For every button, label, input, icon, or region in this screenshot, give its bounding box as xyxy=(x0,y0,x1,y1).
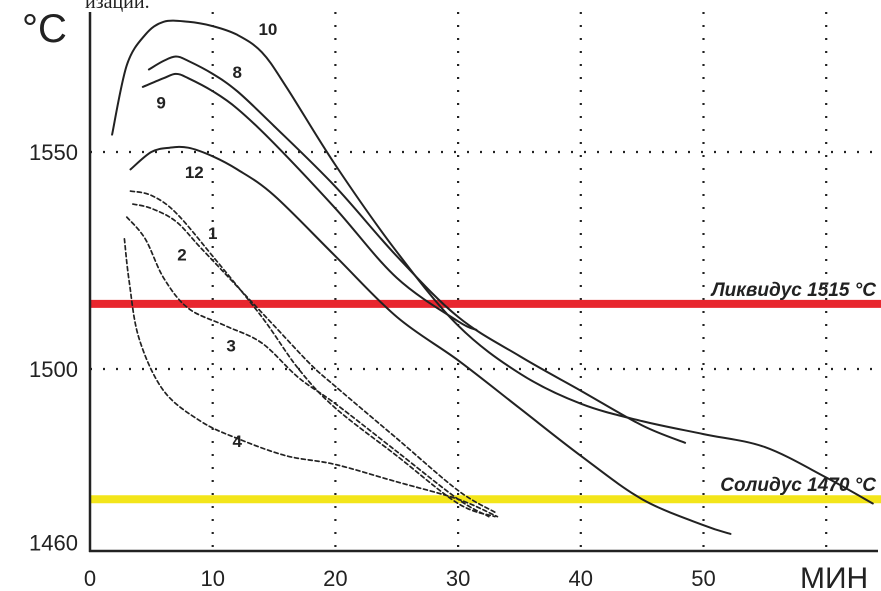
axes xyxy=(88,12,878,553)
series-3-line xyxy=(125,216,490,518)
x-tick-label-10: 10 xyxy=(200,566,224,591)
reference-label-1: Солидус 1470 °C xyxy=(720,475,876,496)
x-tick-label-30: 30 xyxy=(446,566,470,591)
series-10-line xyxy=(111,19,874,505)
tick-labels: 0 10 20 30 40 50 1460 1500 1550 xyxy=(29,140,716,591)
x-axis-unit: МИН xyxy=(800,562,868,591)
series-2-line xyxy=(129,190,496,518)
curve-label-1: 1 xyxy=(208,224,217,243)
y-tick-label-1460: 1460 xyxy=(29,531,78,556)
reference-lines: Ликвидус 1515 °C Солидус 1470 °C xyxy=(90,280,881,504)
curve-label-12: 12 xyxy=(185,163,204,182)
curve-label-10: 10 xyxy=(258,20,277,39)
x-tick-label-0: 0 xyxy=(84,566,96,591)
curve-label-3: 3 xyxy=(226,337,235,356)
x-tick-label-40: 40 xyxy=(569,566,593,591)
curve-label-9: 9 xyxy=(156,94,165,113)
series-1-line xyxy=(132,203,496,514)
y-tick-label-1550: 1550 xyxy=(29,140,78,165)
curve-label-4: 4 xyxy=(233,432,243,451)
x-tick-label-50: 50 xyxy=(691,566,715,591)
x-tick-label-20: 20 xyxy=(323,566,347,591)
series-12-line xyxy=(129,145,732,535)
data-series xyxy=(111,19,874,535)
series-9-line xyxy=(141,72,478,331)
curve-label-8: 8 xyxy=(233,63,242,82)
top-text-fragment: изации. xyxy=(85,0,150,13)
series-8-line xyxy=(147,55,687,444)
y-axis-unit: °C xyxy=(22,7,67,51)
series-4-line xyxy=(123,237,499,518)
curve-label-2: 2 xyxy=(177,246,186,265)
reference-label-0: Ликвидус 1515 °C xyxy=(710,280,877,301)
y-tick-label-1500: 1500 xyxy=(29,357,78,382)
grid-lines xyxy=(90,12,878,551)
